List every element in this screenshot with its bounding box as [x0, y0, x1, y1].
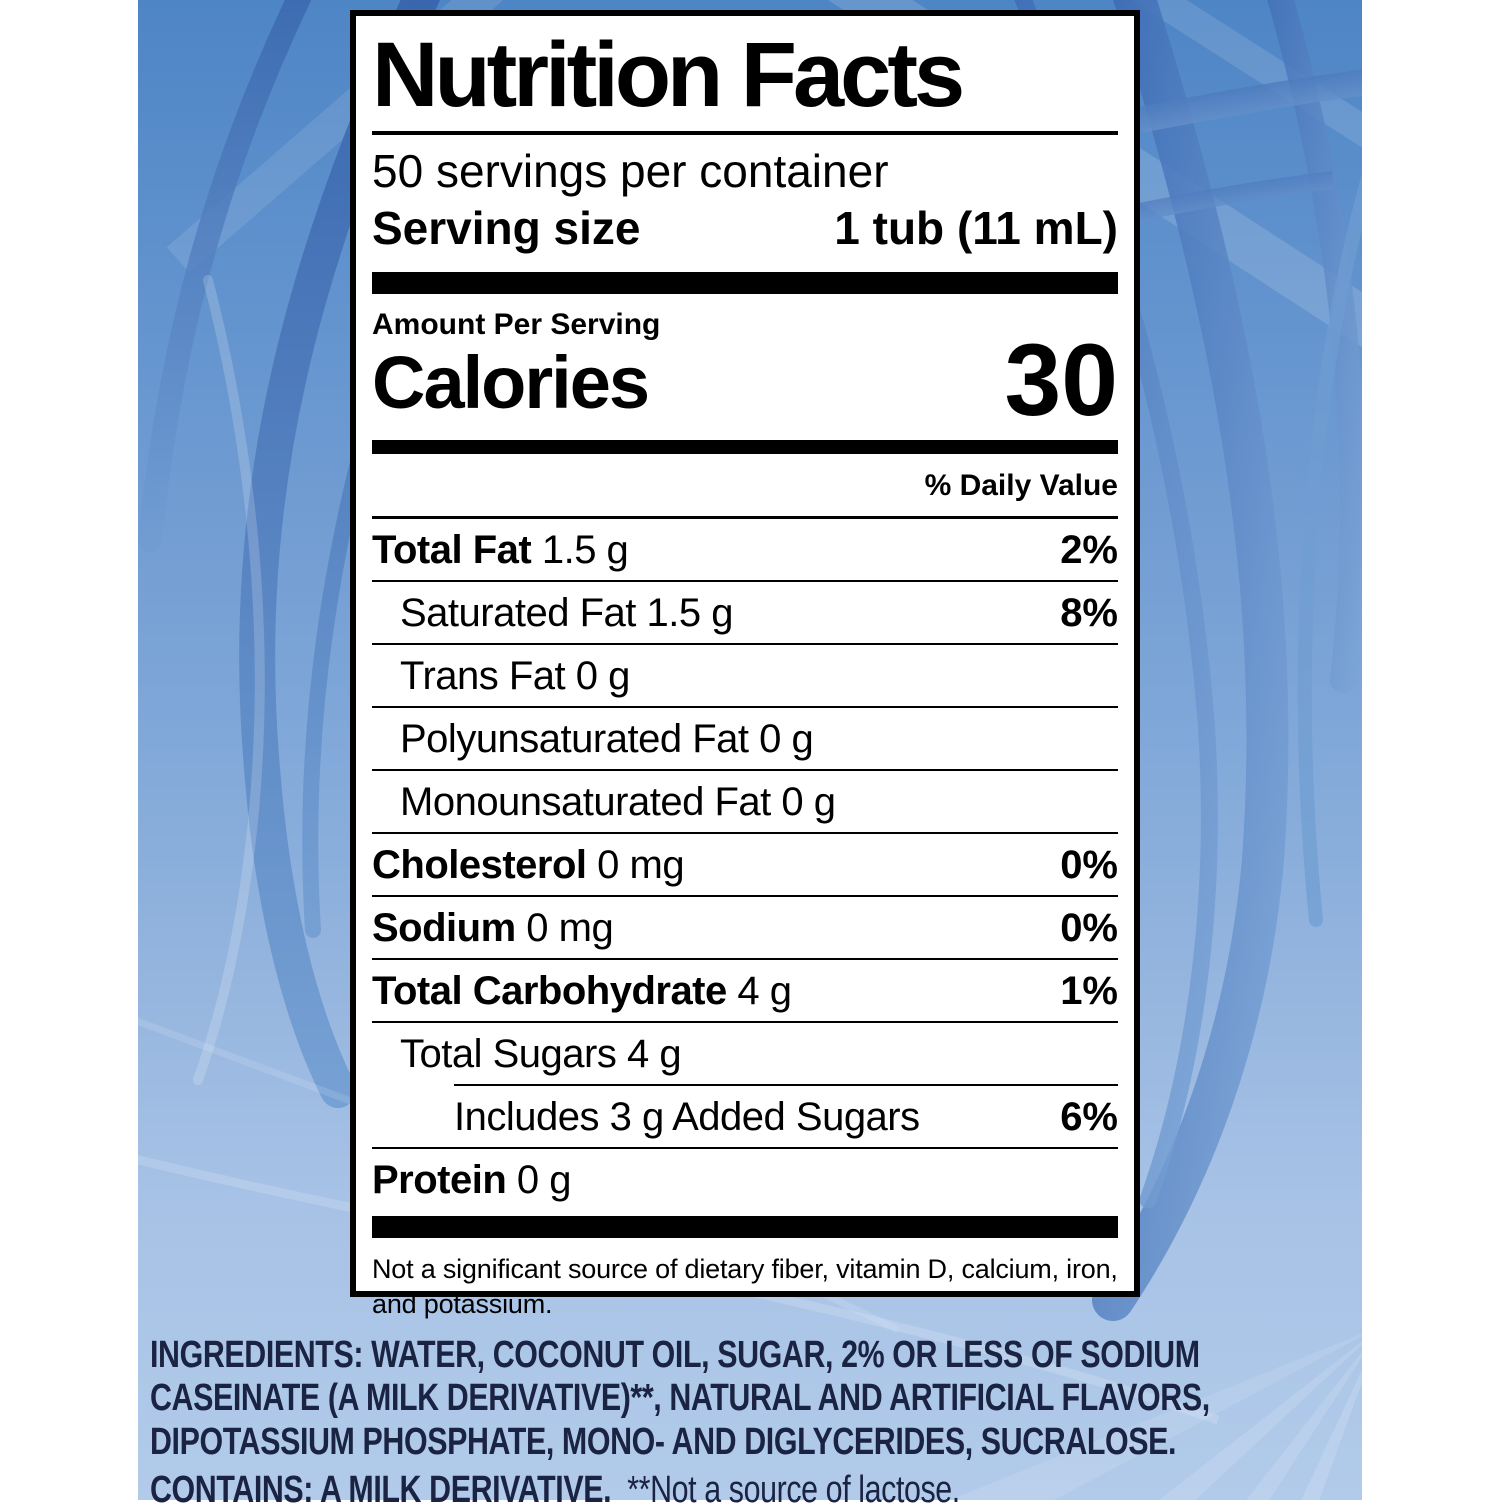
- serving-size-value: 1 tub (11 mL): [834, 201, 1118, 254]
- divider: [372, 642, 1118, 645]
- divider: [372, 894, 1118, 897]
- divider: [372, 1146, 1118, 1149]
- divider: [372, 1020, 1118, 1023]
- ingredients-text: WATER, COCONUT OIL, SUGAR, 2% OR LESS OF…: [150, 1334, 1210, 1463]
- divider: [372, 768, 1118, 771]
- divider: [372, 131, 1118, 136]
- medium-divider-bar: [372, 439, 1118, 454]
- nutrient-row-total-carbohydrate: Total Carbohydrate 4 g 1%: [372, 968, 1118, 1013]
- ingredients-label: INGREDIENTS:: [150, 1334, 364, 1376]
- nutrient-row-total-fat: Total Fat 1.5 g 2%: [372, 527, 1118, 572]
- amount-per-serving-label: Amount Per Serving: [372, 307, 661, 341]
- divider: [454, 1083, 1118, 1086]
- divider: [372, 957, 1118, 960]
- nutrition-facts-title: Nutrition Facts: [372, 24, 965, 126]
- footnote: Not a significant source of dietary fibe…: [372, 1253, 1118, 1320]
- serving-size-label: Serving size: [372, 201, 641, 254]
- nutrient-row-sodium: Sodium 0 mg 0%: [372, 905, 1118, 950]
- calories-label: Calories: [372, 340, 650, 424]
- divider: [372, 831, 1118, 834]
- divider: [372, 579, 1118, 582]
- thick-divider-bar: [372, 1215, 1118, 1238]
- contains-line: CONTAINS: A MILK DERIVATIVE. **Not a sou…: [150, 1469, 1362, 1512]
- nutrient-row-cholesterol: Cholesterol 0 mg 0%: [372, 842, 1118, 887]
- serving-size-row: Serving size 1 tub (11 mL): [372, 201, 1118, 254]
- nutrient-row-added-sugars: Includes 3 g Added Sugars 6%: [454, 1094, 1118, 1139]
- nutrient-row-monounsaturated-fat: Monounsaturated Fat 0 g: [400, 779, 836, 824]
- servings-per-container: 50 servings per container: [372, 145, 889, 198]
- ingredients-paragraph: INGREDIENTS: WATER, COCONUT OIL, SUGAR, …: [150, 1334, 1362, 1464]
- thick-divider-bar: [372, 271, 1118, 294]
- calories-row: Calories 30: [372, 329, 1118, 431]
- divider: [372, 515, 1118, 519]
- nutrient-row-polyunsaturated-fat: Polyunsaturated Fat 0 g: [400, 716, 814, 761]
- ingredients-block: INGREDIENTS: WATER, COCONUT OIL, SUGAR, …: [150, 1334, 1362, 1512]
- divider: [372, 705, 1118, 708]
- nutrient-row-saturated-fat: Saturated Fat 1.5 g 8%: [400, 590, 1118, 635]
- nutrient-row-total-sugars: Total Sugars 4 g: [400, 1031, 682, 1076]
- nutrition-facts-panel: Nutrition Facts 50 servings per containe…: [350, 10, 1140, 1319]
- nutrient-row-protein: Protein 0 g: [372, 1157, 572, 1202]
- daily-value-header: % Daily Value: [924, 468, 1118, 502]
- contains-label: CONTAINS: A MILK DERIVATIVE.: [150, 1468, 612, 1511]
- nutrient-row-trans-fat: Trans Fat 0 g: [400, 653, 630, 698]
- lactose-note: **Not a source of lactose.: [627, 1468, 960, 1511]
- calories-value: 30: [1004, 322, 1118, 437]
